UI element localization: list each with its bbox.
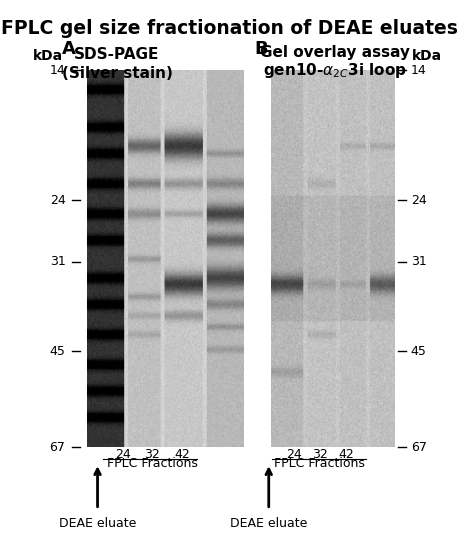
Text: gen10-$\alpha_{2C}$3i loop: gen10-$\alpha_{2C}$3i loop [263, 61, 407, 80]
Text: FPLC Fractions: FPLC Fractions [274, 457, 365, 470]
Text: 14: 14 [50, 64, 66, 77]
Text: A: A [62, 40, 76, 58]
Text: 31: 31 [50, 255, 66, 268]
Text: 24: 24 [286, 448, 302, 461]
Text: 32: 32 [312, 448, 328, 461]
Text: 31: 31 [411, 255, 426, 268]
Text: 42: 42 [338, 448, 354, 461]
Text: kDa: kDa [412, 49, 442, 63]
Text: SDS-PAGE: SDS-PAGE [74, 47, 160, 62]
Text: DEAE eluate: DEAE eluate [230, 517, 307, 530]
Text: DEAE eluate: DEAE eluate [59, 517, 136, 530]
Text: 32: 32 [145, 448, 160, 461]
Text: B: B [255, 40, 269, 58]
Text: Gel overlay assay: Gel overlay assay [260, 45, 410, 60]
Text: 67: 67 [411, 441, 427, 454]
Text: 14: 14 [411, 64, 426, 77]
Text: FPLC gel size fractionation of DEAE eluates: FPLC gel size fractionation of DEAE elua… [1, 19, 458, 38]
Text: 24: 24 [50, 193, 66, 207]
Text: 42: 42 [174, 448, 190, 461]
Text: 24: 24 [411, 193, 426, 207]
Text: FPLC Fractions: FPLC Fractions [107, 457, 198, 470]
Text: 67: 67 [50, 441, 66, 454]
Text: kDa: kDa [33, 49, 63, 63]
Text: (Silver stain): (Silver stain) [62, 66, 173, 81]
Text: 45: 45 [50, 345, 66, 358]
Text: 45: 45 [411, 345, 427, 358]
Text: 24: 24 [115, 448, 131, 461]
